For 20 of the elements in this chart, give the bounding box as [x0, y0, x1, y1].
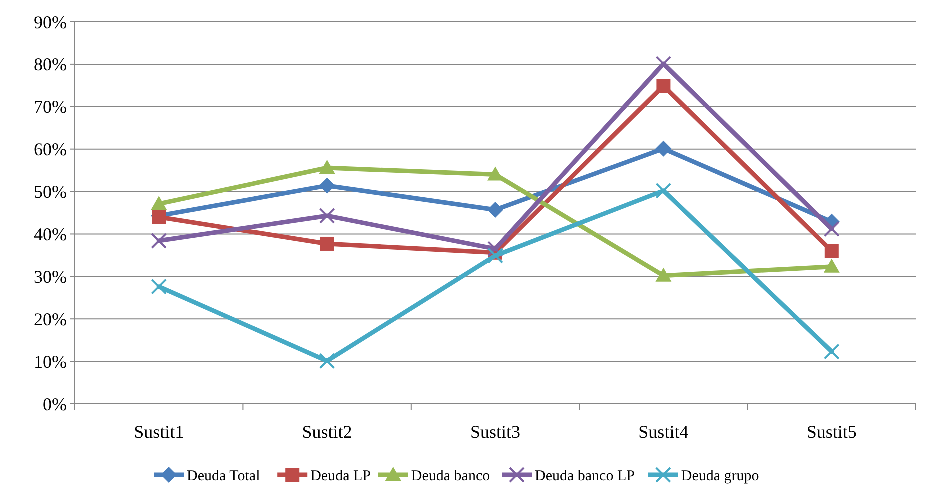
y-tick-label: 20% — [34, 309, 67, 330]
y-tick-label: 40% — [34, 224, 67, 245]
legend-label: Deuda grupo — [681, 468, 760, 484]
legend-label: Deuda banco LP — [535, 468, 635, 484]
x-tick-label: Sustit4 — [638, 422, 689, 442]
y-tick-label: 0% — [43, 394, 67, 414]
x-tick-label: Sustit5 — [806, 422, 857, 442]
y-tick-label: 30% — [34, 266, 67, 287]
y-tick-label: 80% — [34, 54, 67, 75]
y-tick-label: 90% — [34, 12, 67, 32]
y-tick-label: 50% — [34, 182, 67, 202]
y-tick-label: 10% — [34, 352, 67, 372]
legend-label: Deuda Total — [187, 468, 260, 484]
x-tick-label: Sustit1 — [134, 422, 184, 442]
x-tick-label: Sustit2 — [302, 422, 352, 442]
y-tick-label: 70% — [34, 97, 67, 118]
y-tick-label: 60% — [34, 140, 67, 160]
x-tick-label: Sustit3 — [470, 422, 521, 442]
legend-label: Deuda banco — [411, 468, 490, 484]
legend-label: Deuda LP — [310, 468, 372, 484]
